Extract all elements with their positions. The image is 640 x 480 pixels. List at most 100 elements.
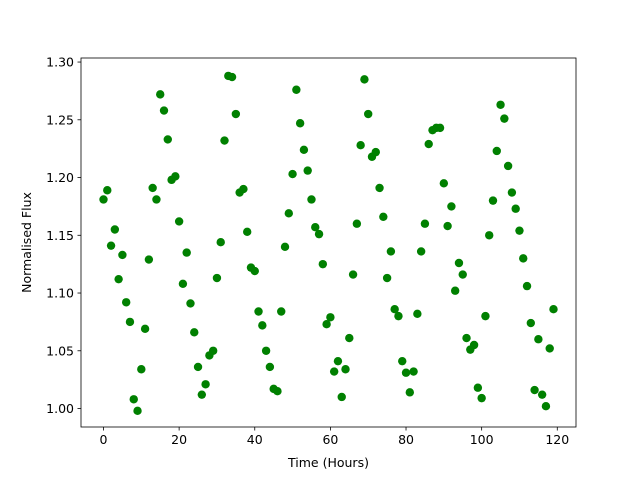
point [345,333,354,343]
y-tick-label: 1.15 [46,228,74,243]
point [152,195,161,204]
point [190,328,199,337]
point [261,346,271,355]
point [295,119,305,128]
point [227,72,237,82]
point [193,362,203,372]
point [129,395,138,404]
point [485,231,494,240]
point [522,281,532,291]
point [507,188,517,197]
point [326,313,335,322]
y-axis-label: Normalised Flux [19,192,34,293]
point [424,139,433,149]
point [311,222,320,232]
point [284,209,293,218]
plot-frame [80,57,577,428]
point [156,90,165,99]
point [515,226,524,235]
point [450,286,460,295]
point [481,311,490,321]
point [178,279,188,288]
point [379,212,388,222]
point [110,225,120,234]
point [526,318,536,328]
point [208,346,218,355]
point [186,299,195,308]
point [125,317,135,327]
point [273,386,282,396]
x-tick-label: 60 [322,432,338,447]
point [303,166,312,175]
point [322,320,331,329]
point [288,169,297,179]
point [443,221,452,231]
point [341,365,350,374]
point [413,309,422,319]
point [534,335,543,344]
point [299,145,309,155]
point [140,324,150,334]
point [163,135,172,144]
point [318,259,328,269]
point [121,298,131,307]
point [382,273,392,283]
point [462,333,471,343]
point [174,217,184,226]
point [416,247,426,256]
point [390,304,399,314]
point [329,367,339,376]
point [239,184,248,194]
y-tick-label: 1.20 [46,170,74,185]
y-tick-label: 1.10 [46,286,74,301]
point [458,270,467,279]
point [171,172,180,181]
point [242,227,252,237]
point [197,390,207,399]
point [114,274,123,284]
point [496,100,505,109]
point [394,311,403,321]
point [405,388,415,397]
point [511,204,520,213]
point [159,106,169,115]
point [420,219,430,228]
point [454,258,464,268]
point [212,273,222,283]
point [280,242,290,252]
point [106,241,116,250]
point [201,380,210,389]
y-tick-label: 1.05 [46,343,74,358]
point [439,179,449,188]
point [473,383,483,392]
point [258,321,267,330]
point [352,219,362,228]
point [265,362,275,372]
point [371,147,380,157]
point [530,385,539,395]
x-tick-label: 20 [171,432,187,447]
point [549,304,558,314]
point [375,183,384,193]
point [541,402,551,411]
point [398,356,407,366]
point [477,393,486,403]
point [250,266,259,276]
point [447,202,456,211]
x-tick-label: 80 [398,432,414,447]
point [254,307,263,316]
point [307,195,316,204]
y-tick-label: 1.30 [46,55,74,70]
point [364,109,373,119]
point [545,344,554,353]
y-tick-label: 1.25 [46,112,74,127]
point [356,140,365,150]
point [519,254,528,263]
x-axis-label: Time (Hours) [287,455,369,470]
point [401,368,411,377]
point [314,229,324,239]
point [231,109,241,119]
point [148,183,157,193]
x-tick-label: 40 [247,432,263,447]
